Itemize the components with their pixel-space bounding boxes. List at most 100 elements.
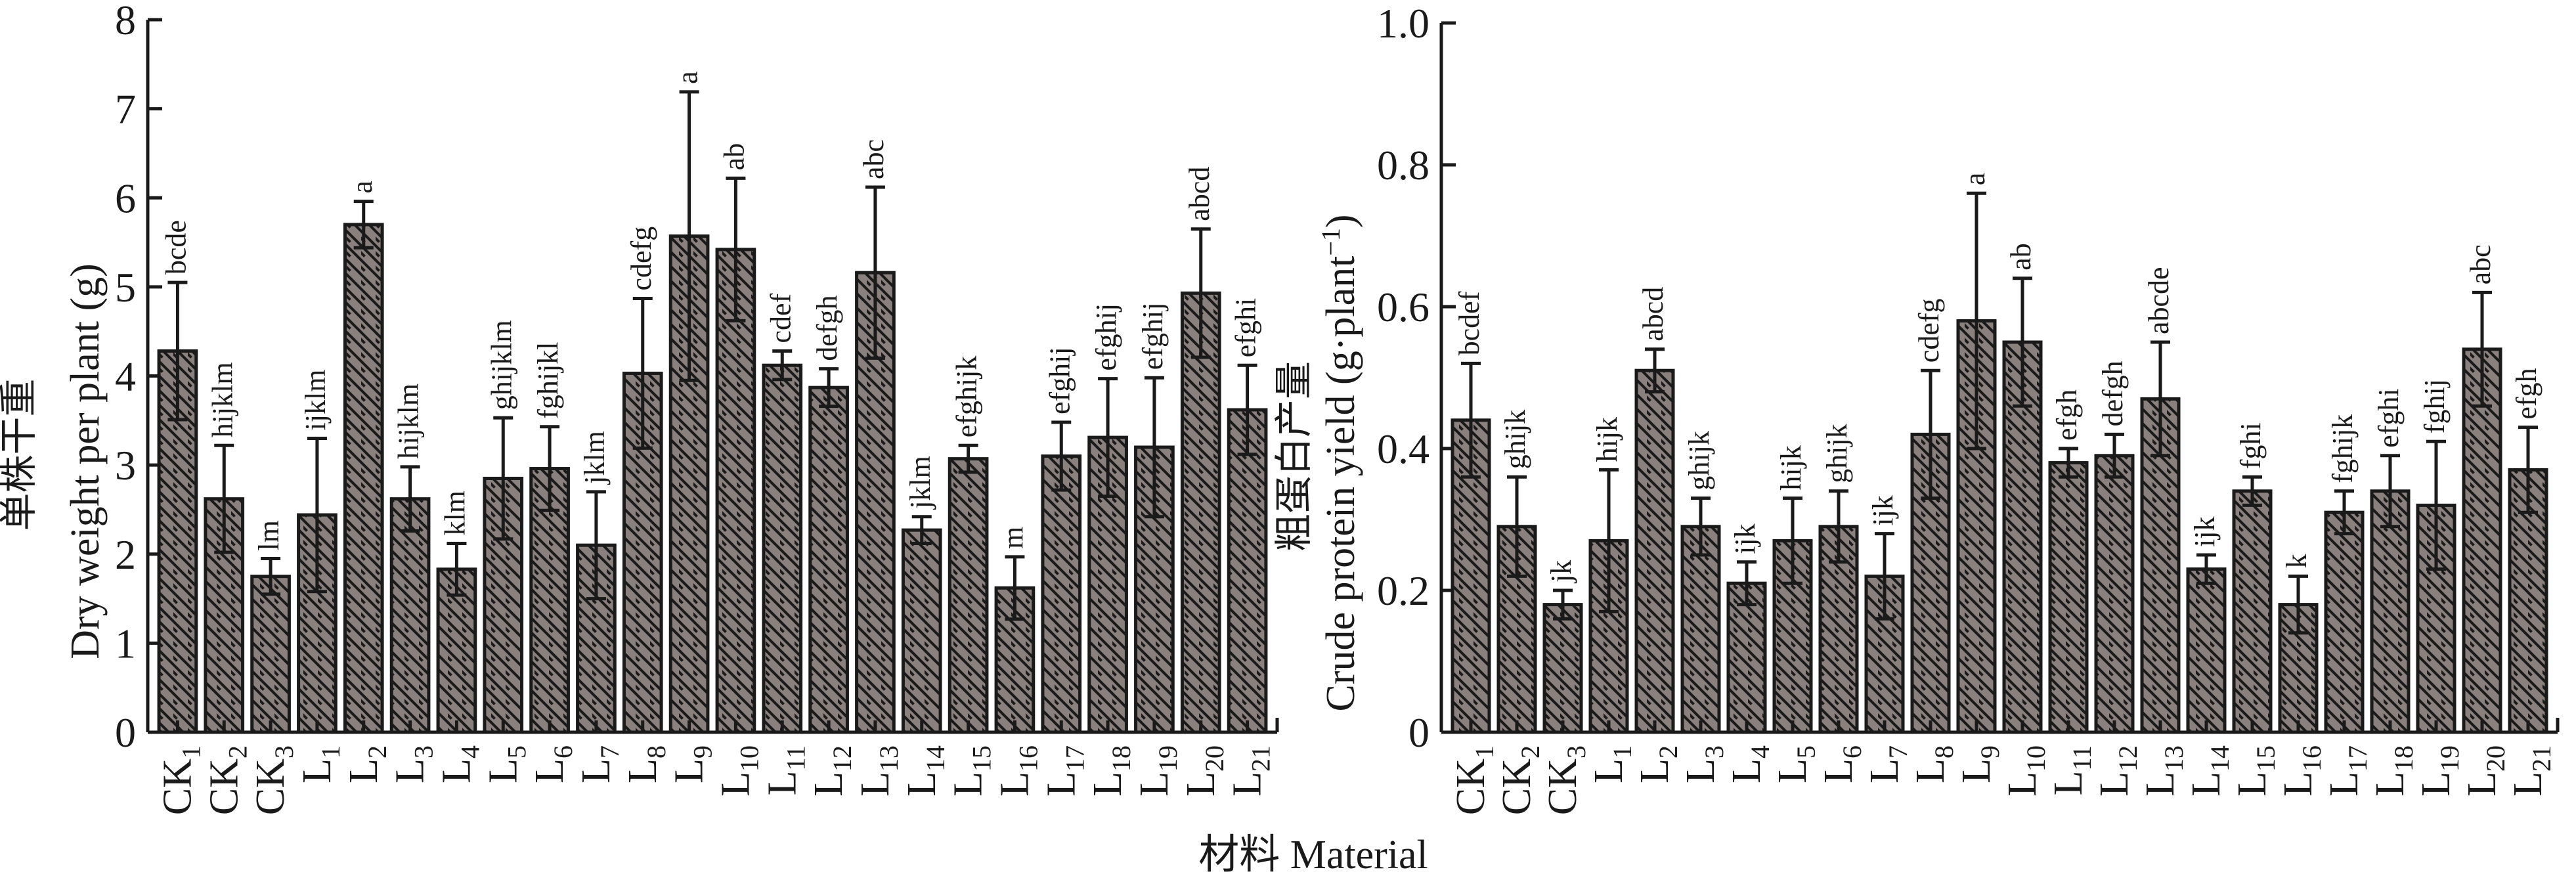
x-tick-label: L16: [992, 745, 1043, 797]
significance-letter: abcd: [1637, 287, 1669, 341]
significance-letter: jk: [1545, 560, 1577, 584]
x-tick-label: L7: [1862, 745, 1913, 783]
significance-letter: bcdef: [1453, 291, 1485, 355]
crude-protein-chart: 0 0.2 0.4 0.6 0.8 1.0 粗蛋白产量 Crude protein yield…: [1273, 0, 2560, 815]
x-tick-label-subscript: 13: [874, 745, 904, 772]
x-tick-label-subscript: 18: [2389, 745, 2418, 772]
x-tick-label-base: L: [1724, 759, 1769, 783]
significance-letter: a: [672, 71, 704, 84]
x-tick-label-subscript: 3: [1561, 745, 1591, 759]
bar: [2232, 489, 2273, 734]
x-tick-label-base: L: [2414, 772, 2458, 797]
x-tick-label-subscript: 14: [921, 745, 950, 772]
x-tick-label-subscript: 21: [1246, 745, 1276, 772]
x-tick-label: L13: [853, 745, 904, 797]
significance-letter: ab: [2005, 243, 2037, 271]
y-axis-label-cn: 粗蛋白产量: [1273, 361, 1315, 552]
x-tick-label-base: L: [667, 759, 712, 783]
x-tick-label-base: L: [1862, 759, 1907, 783]
significance-letter: k: [2281, 554, 2313, 568]
x-tick-label-subscript: 1: [316, 745, 345, 759]
x-tick-label: L17: [1039, 745, 1089, 797]
significance-letter: ijk: [2189, 517, 2221, 547]
y-tick-label: 1: [115, 620, 136, 667]
y-axis-label-superscript: −1: [1316, 228, 1345, 256]
x-tick-label: L10: [713, 745, 764, 797]
bar: [1542, 603, 1583, 734]
shared-x-axis-label: 材料 Material: [1198, 833, 1428, 877]
y-tick-label: 1.0: [1377, 0, 1430, 47]
x-tick-label-subscript: 3: [1699, 745, 1729, 759]
y-tick-label: 7: [115, 86, 136, 133]
bar: [529, 467, 570, 734]
x-tick-label-base: L: [2276, 772, 2321, 797]
x-tick-label-base: L: [1225, 772, 1270, 797]
x-tick-label-subscript: 2: [1516, 745, 1545, 759]
x-tick-label: L18: [1085, 745, 1136, 797]
x-tick-label-subscript: 20: [1200, 745, 1229, 772]
bar: [1634, 368, 1675, 734]
x-tick-label: L4: [1724, 745, 1775, 783]
x-tick-label: L15: [946, 745, 997, 797]
significance-letter: hijk: [1591, 417, 1623, 462]
x-tick-label: L21: [2506, 745, 2556, 797]
x-tick-label-base: L: [2506, 772, 2550, 797]
y-tick-label: 5: [115, 264, 136, 311]
x-tick-label-subscript: 20: [2481, 745, 2510, 772]
x-tick-label-base: L: [527, 759, 572, 783]
x-tick-label: L17: [2322, 745, 2372, 797]
significance-letter: jklm: [904, 456, 936, 510]
significance-letter: efghi: [2372, 388, 2405, 447]
x-tick-label-subscript: 19: [2435, 745, 2464, 772]
x-tick-label-base: L: [2230, 772, 2275, 797]
x-tick-label: L11: [760, 745, 810, 795]
x-tick-label-base: L: [1179, 772, 1223, 797]
bar: [436, 567, 477, 734]
x-tick-label: CK1: [155, 745, 206, 815]
significance-letter: cdef: [764, 293, 797, 343]
y-tick-label: 0.6: [1377, 284, 1430, 330]
x-tick-label: L3: [388, 745, 439, 783]
x-tick-label-subscript: 3: [269, 745, 299, 759]
x-tick-label: L21: [1225, 745, 1276, 797]
x-tick-label-subscript: 5: [502, 745, 531, 759]
y-tick-label: 6: [115, 175, 136, 221]
significance-letter: efghij: [1043, 347, 1076, 414]
x-tick-label-subscript: 21: [2527, 745, 2556, 772]
x-tick-label: L5: [481, 745, 531, 783]
significance-letter: ghijklm: [485, 320, 517, 410]
x-tick-label-base: L: [900, 772, 944, 797]
significance-letter: efghij: [1090, 303, 1122, 371]
significance-letter: a: [1959, 173, 1991, 186]
bar: [1726, 581, 1767, 734]
y-tick-label: 0.2: [1377, 567, 1430, 614]
x-tick-label-subscript: 12: [2113, 745, 2143, 772]
significance-letter: abc: [2464, 244, 2497, 284]
significance-letter: fghij: [2418, 379, 2451, 433]
x-tick-label: L19: [2414, 745, 2464, 797]
x-tick-label-subscript: 19: [1153, 745, 1183, 772]
x-tick-label-base: L: [1678, 759, 1723, 783]
x-tick-label: L7: [574, 745, 624, 783]
x-tick-label-base: L: [1586, 759, 1631, 783]
x-tick-label-base: L: [1816, 759, 1861, 783]
x-tick-label-subscript: 1: [1470, 745, 1499, 759]
bar: [2186, 567, 2227, 734]
x-tick-label: L2: [1632, 745, 1683, 783]
significance-letter: defgh: [2097, 361, 2129, 426]
bar: [1180, 291, 1221, 734]
x-tick-label: L5: [1770, 745, 1821, 783]
y-tick-label: 8: [115, 0, 136, 43]
x-tick-label-subscript: 2: [223, 745, 252, 759]
significance-letter: efghijk: [951, 356, 983, 438]
significance-letter: ijklm: [299, 370, 332, 431]
x-tick-label-subscript: 18: [1106, 745, 1136, 772]
x-tick-label-base: L: [295, 759, 339, 783]
x-tick-label-base: CK: [248, 759, 293, 815]
significance-letter: ghijk: [1499, 410, 1531, 469]
x-tick-label-subscript: 6: [1837, 745, 1867, 759]
x-tick-label-subscript: 9: [688, 745, 718, 759]
bar: [343, 223, 384, 734]
x-tick-label: L8: [621, 745, 671, 783]
